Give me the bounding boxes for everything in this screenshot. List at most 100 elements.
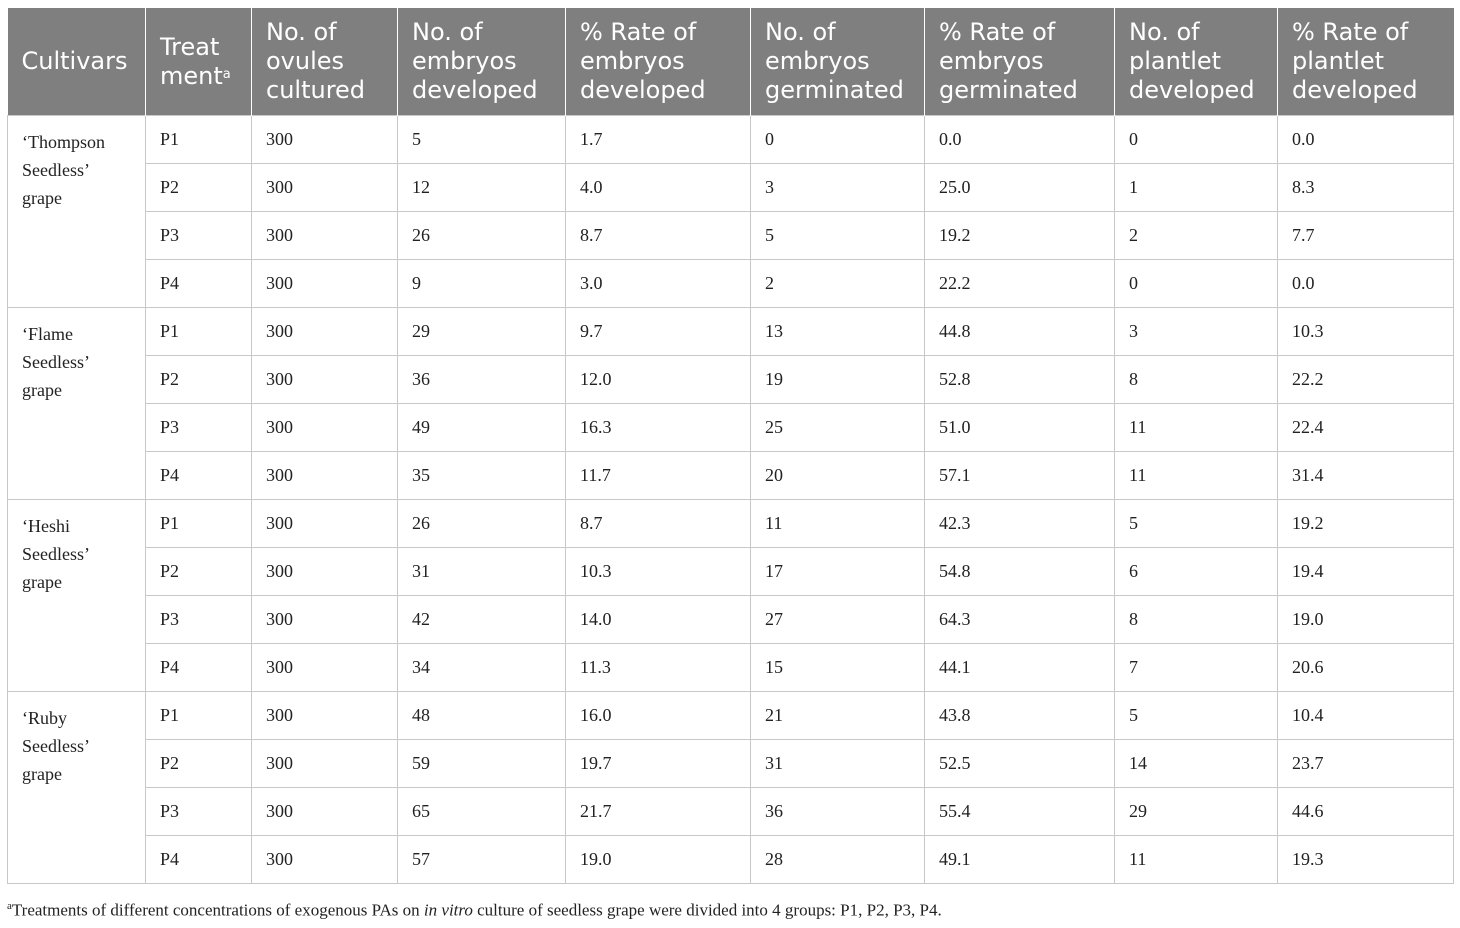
header-plantlet-developed-label: No. of plantlet developed [1129,18,1255,104]
header-ovules-cultured: No. of ovules cultured [251,8,398,116]
header-rate-embryos-developed-label: % Rate of embryos developed [580,18,706,104]
cell-embryos-germinated: 27 [750,595,925,644]
cell-rate-embryos-developed: 8.7 [565,499,751,548]
cell-rate-embryos-germinated: 25.0 [924,163,1115,212]
cell-rate-embryos-germinated: 52.8 [924,355,1115,404]
table-row: P2 300 12 4.0 3 25.0 1 8.3 [8,163,1454,212]
cell-rate-embryos-germinated: 42.3 [924,499,1115,548]
cell-plantlet-developed: 29 [1114,787,1278,836]
cell-plantlet-developed: 14 [1114,739,1278,788]
table-row: P2 300 36 12.0 19 52.8 8 22.2 [8,355,1454,404]
cell-plantlet-developed: 1 [1114,163,1278,212]
cell-plantlet-developed: 11 [1114,835,1278,884]
cell-rate-plantlet-developed: 22.2 [1277,355,1454,404]
cell-treatment: P1 [145,691,252,740]
cell-ovules-cultured: 300 [251,595,398,644]
cell-embryos-developed: 65 [397,787,566,836]
cell-treatment: P2 [145,547,252,596]
cell-rate-embryos-developed: 3.0 [565,259,751,308]
cell-rate-embryos-germinated: 57.1 [924,451,1115,500]
cell-embryos-germinated: 0 [750,115,925,164]
cell-rate-embryos-germinated: 44.8 [924,307,1115,356]
cell-rate-embryos-developed: 4.0 [565,163,751,212]
cell-treatment: P2 [145,163,252,212]
cultivar-name-line: Seedless’ [22,352,90,372]
header-embryos-germinated: No. of embryos germinated [750,8,925,116]
cell-rate-embryos-developed: 11.3 [565,643,751,692]
cell-embryos-germinated: 15 [750,643,925,692]
table-row: P2 300 31 10.3 17 54.8 6 19.4 [8,547,1454,596]
cell-embryos-germinated: 31 [750,739,925,788]
cell-embryos-germinated: 17 [750,547,925,596]
table-row: P3 300 65 21.7 36 55.4 29 44.6 [8,787,1454,836]
cell-rate-plantlet-developed: 10.4 [1277,691,1454,740]
cultivar-name-line: grape [22,188,62,208]
table-row: P4 300 9 3.0 2 22.2 0 0.0 [8,259,1454,308]
cultivar-name-line: grape [22,764,62,784]
header-plantlet-developed: No. of plantlet developed [1114,8,1278,116]
table-row: P3 300 26 8.7 5 19.2 2 7.7 [8,211,1454,260]
cell-rate-plantlet-developed: 7.7 [1277,211,1454,260]
cell-ovules-cultured: 300 [251,259,398,308]
header-treatment: Treat menta [145,8,252,116]
cell-rate-embryos-developed: 8.7 [565,211,751,260]
cell-treatment: P1 [145,115,252,164]
cell-treatment: P4 [145,451,252,500]
cultivar-cell: ‘Flame Seedless’ grape [7,307,146,500]
cell-embryos-developed: 34 [397,643,566,692]
cell-ovules-cultured: 300 [251,307,398,356]
header-rate-plantlet-developed-label: % Rate of plantlet developed [1292,18,1418,104]
cell-treatment: P2 [145,355,252,404]
cultivar-name-line: Seedless’ [22,736,90,756]
cell-rate-embryos-germinated: 52.5 [924,739,1115,788]
cell-rate-plantlet-developed: 31.4 [1277,451,1454,500]
cell-embryos-developed: 26 [397,499,566,548]
header-cultivars: Cultivars [7,8,146,116]
cell-plantlet-developed: 0 [1114,259,1278,308]
table-header: Cultivars Treat menta No. of ovules cult… [7,8,1454,116]
cell-rate-embryos-developed: 11.7 [565,451,751,500]
cell-rate-embryos-developed: 14.0 [565,595,751,644]
cell-embryos-developed: 42 [397,595,566,644]
table-row: ‘Heshi Seedless’ grape P1 300 26 8.7 11 42.3 5 19.… [7,499,1454,692]
cell-ovules-cultured: 300 [251,163,398,212]
cell-embryos-germinated: 2 [750,259,925,308]
cell-rate-plantlet-developed: 44.6 [1277,787,1454,836]
cell-ovules-cultured: 300 [251,739,398,788]
cell-ovules-cultured: 300 [251,547,398,596]
cell-rate-embryos-developed: 16.0 [565,691,751,740]
cell-embryos-developed: 35 [397,451,566,500]
cell-embryos-germinated: 5 [750,211,925,260]
header-rate-embryos-developed: % Rate of embryos developed [565,8,751,116]
cell-rate-embryos-germinated: 55.4 [924,787,1115,836]
cell-embryos-developed: 31 [397,547,566,596]
cultivar-name-line: ‘Flame [22,324,73,344]
header-embryos-developed-label: No. of embryos developed [412,18,538,104]
cell-embryos-germinated: 20 [750,451,925,500]
cell-rate-plantlet-developed: 19.2 [1277,499,1454,548]
cell-treatment: P1 [145,307,252,356]
cell-ovules-cultured: 300 [251,499,398,548]
cell-embryos-germinated: 3 [750,163,925,212]
cell-treatment: P3 [145,787,252,836]
cell-rate-embryos-germinated: 0.0 [924,115,1115,164]
cell-embryos-germinated: 28 [750,835,925,884]
cell-embryos-developed: 36 [397,355,566,404]
cultivar-name-line: grape [22,572,62,592]
cell-rate-embryos-germinated: 19.2 [924,211,1115,260]
cell-plantlet-developed: 8 [1114,355,1278,404]
cell-embryos-developed: 26 [397,211,566,260]
cell-embryos-germinated: 25 [750,403,925,452]
footnote-marker: a [7,900,12,912]
cell-treatment: P3 [145,403,252,452]
table-footnote: aTreatments of different concentrations … [7,900,942,921]
table-row: P4 300 57 19.0 28 49.1 11 19.3 [8,835,1454,884]
cell-rate-plantlet-developed: 19.3 [1277,835,1454,884]
cell-ovules-cultured: 300 [251,403,398,452]
cell-plantlet-developed: 0 [1114,115,1278,164]
table-row: P3 300 42 14.0 27 64.3 8 19.0 [8,595,1454,644]
cell-plantlet-developed: 5 [1114,499,1278,548]
cell-plantlet-developed: 2 [1114,211,1278,260]
cultivar-name-line: Seedless’ [22,544,90,564]
cell-ovules-cultured: 300 [251,787,398,836]
